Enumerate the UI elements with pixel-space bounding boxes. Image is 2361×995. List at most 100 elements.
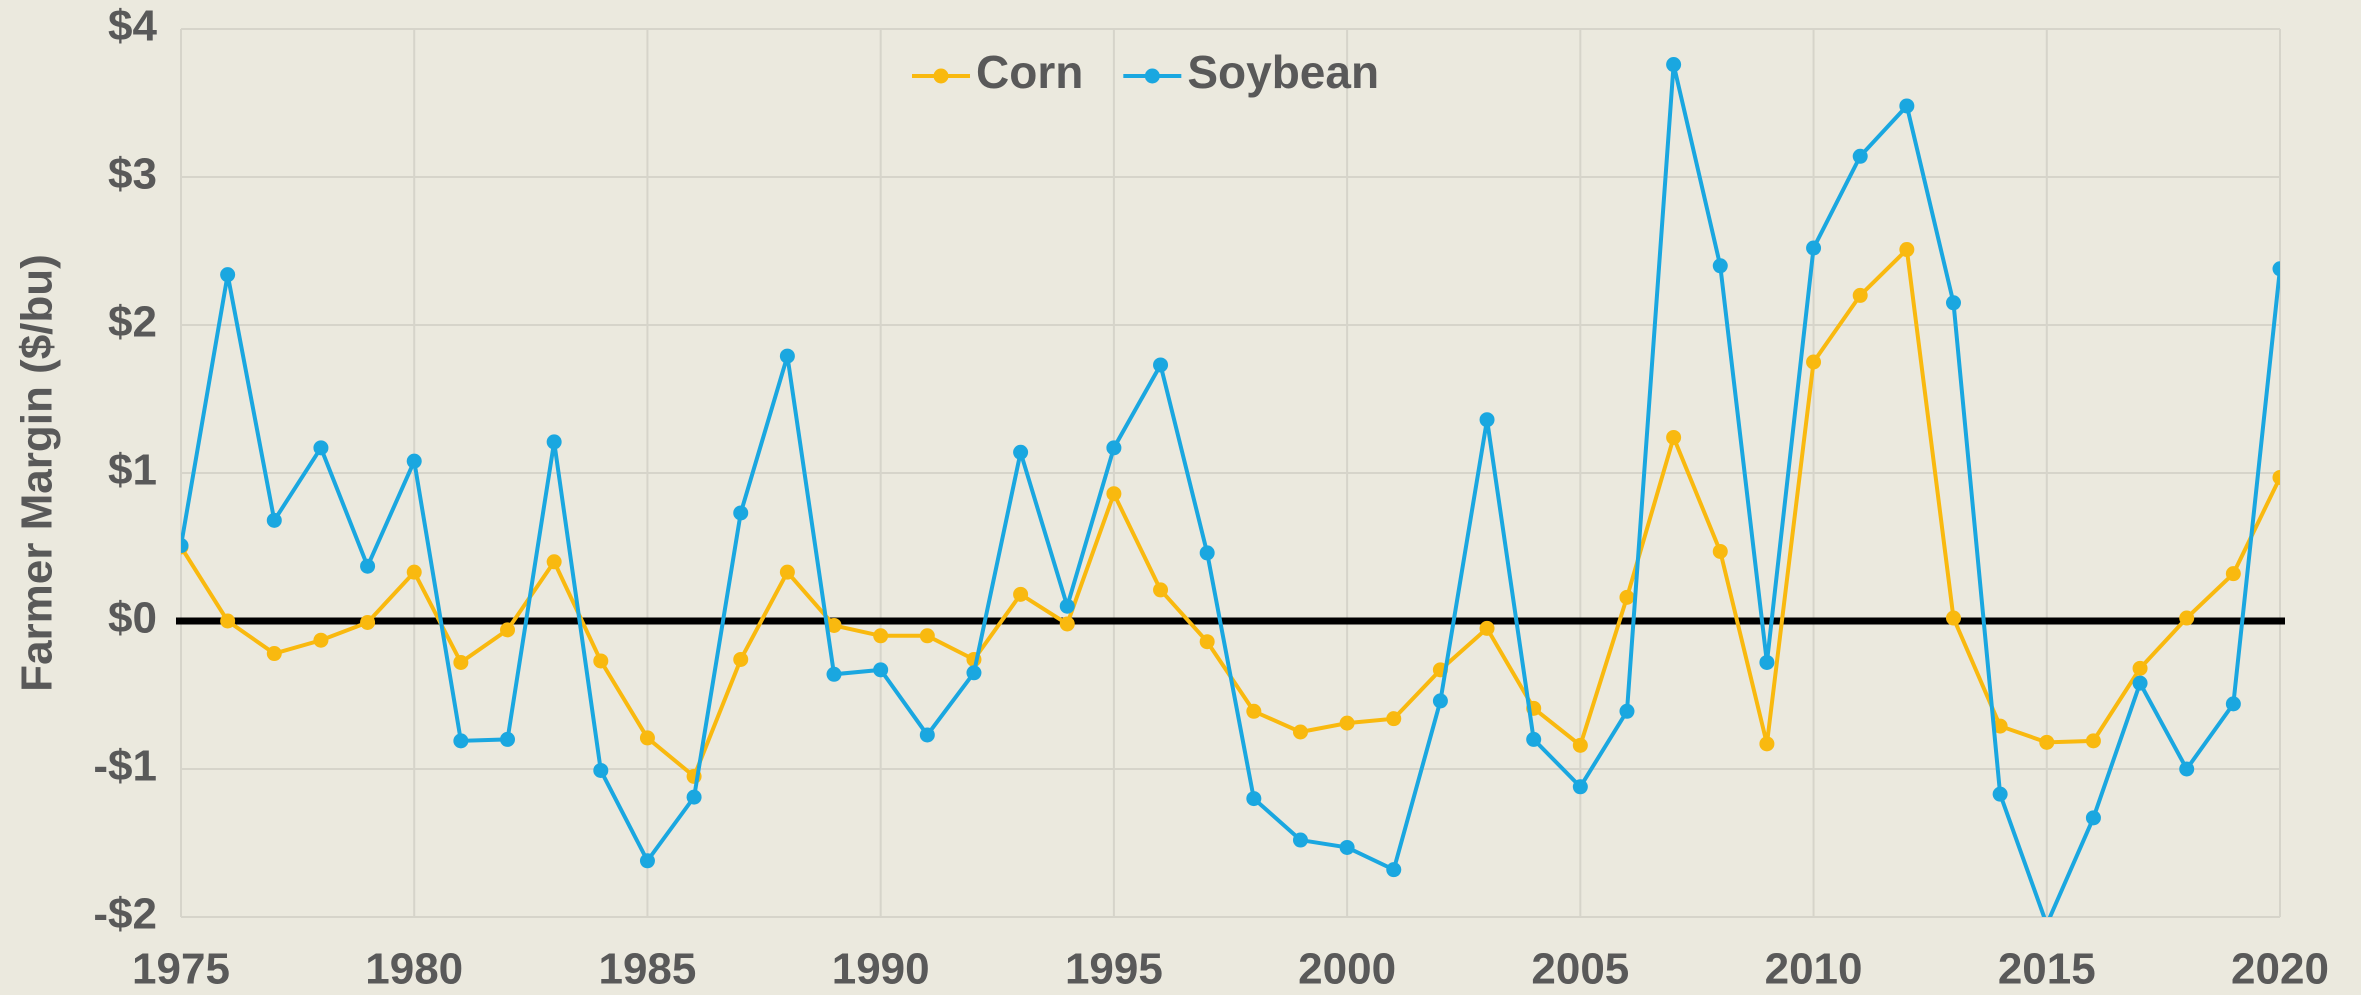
data-point (779, 564, 795, 580)
data-point (2225, 696, 2241, 712)
data-point (1059, 616, 1075, 632)
data-point (1899, 242, 1915, 258)
series-line (181, 64, 2280, 917)
data-point (2272, 469, 2280, 485)
data-point (313, 440, 329, 456)
data-point (2085, 810, 2101, 826)
data-point (546, 434, 562, 450)
data-point (2179, 761, 2195, 777)
data-point (873, 662, 889, 678)
data-point (266, 646, 282, 662)
data-point (1479, 412, 1495, 428)
data-point (2085, 733, 2101, 749)
data-point (2039, 734, 2055, 750)
data-point (593, 653, 609, 669)
data-point (500, 622, 516, 638)
data-point (1292, 832, 1308, 848)
data-point (2272, 261, 2280, 277)
x-tick-label: 2020 (2231, 945, 2329, 994)
data-point (1013, 586, 1029, 602)
x-tick-label: 1990 (832, 945, 930, 994)
data-point (1292, 724, 1308, 740)
data-point (1759, 736, 1775, 752)
data-point (453, 654, 469, 670)
data-point (2132, 660, 2148, 676)
data-point (1199, 545, 1215, 561)
y-tick-label: -$1 (93, 742, 157, 791)
data-point (1386, 862, 1402, 878)
data-point (1852, 148, 1868, 164)
y-tick-label: $4 (108, 2, 157, 51)
y-tick-label: $1 (108, 446, 157, 495)
data-point (546, 554, 562, 570)
data-point (1666, 57, 1682, 73)
legend-label: Corn (976, 46, 1083, 98)
x-tick-label: 1975 (132, 945, 230, 994)
x-tick-label: 1995 (1065, 945, 1163, 994)
data-point (406, 564, 422, 580)
data-point (1432, 693, 1448, 709)
data-point (453, 733, 469, 749)
data-point (1526, 731, 1542, 747)
data-point (360, 614, 376, 630)
data-point (1759, 654, 1775, 670)
data-point (2179, 610, 2195, 626)
data-point (779, 348, 795, 364)
data-point (639, 853, 655, 869)
data-point (1992, 718, 2008, 734)
data-point (1059, 598, 1075, 614)
data-point (406, 453, 422, 469)
data-point (1992, 786, 2008, 802)
x-tick-label: 2015 (1998, 945, 2096, 994)
data-point (1712, 258, 1728, 274)
data-point (873, 628, 889, 644)
data-point (919, 727, 935, 743)
data-point (1339, 715, 1355, 731)
data-point (1945, 610, 1961, 626)
data-point (1106, 486, 1122, 502)
data-point (1479, 620, 1495, 636)
plot-area (181, 57, 2280, 917)
data-point (1852, 287, 1868, 303)
data-point (1899, 98, 1915, 114)
y-tick-label: $2 (108, 298, 157, 347)
data-point (1806, 240, 1822, 256)
data-point (2132, 675, 2148, 691)
data-point (686, 789, 702, 805)
data-point (1153, 357, 1169, 373)
data-point (1339, 839, 1355, 855)
legend-label: Soybean (1187, 46, 1379, 98)
data-point (1106, 440, 1122, 456)
y-tick-label: -$2 (93, 890, 157, 939)
data-point (639, 730, 655, 746)
y-tick-label: $3 (108, 150, 157, 199)
data-point (919, 628, 935, 644)
y-tick-label: $0 (108, 594, 157, 643)
legend-marker (1144, 68, 1160, 84)
data-point (313, 632, 329, 648)
data-point (1619, 703, 1635, 719)
series-line (181, 245, 2280, 780)
x-tick-label: 1985 (598, 945, 696, 994)
data-point (2225, 566, 2241, 582)
x-tick-label: 2005 (1531, 945, 1629, 994)
x-tick-label: 2010 (1765, 945, 1863, 994)
data-point (1712, 543, 1728, 559)
data-point (1619, 589, 1635, 605)
data-point (826, 666, 842, 682)
data-point (1199, 634, 1215, 650)
data-point (733, 505, 749, 521)
data-point (593, 762, 609, 778)
data-point (360, 558, 376, 574)
data-point (1246, 791, 1262, 807)
data-point (181, 538, 189, 554)
data-point (1806, 354, 1822, 370)
data-point (826, 617, 842, 633)
y-axis-label: Farmer Margin ($/bu) (13, 254, 62, 692)
data-point (1572, 737, 1588, 753)
data-point (220, 613, 236, 629)
data-point (1666, 429, 1682, 445)
data-point (1013, 444, 1029, 460)
